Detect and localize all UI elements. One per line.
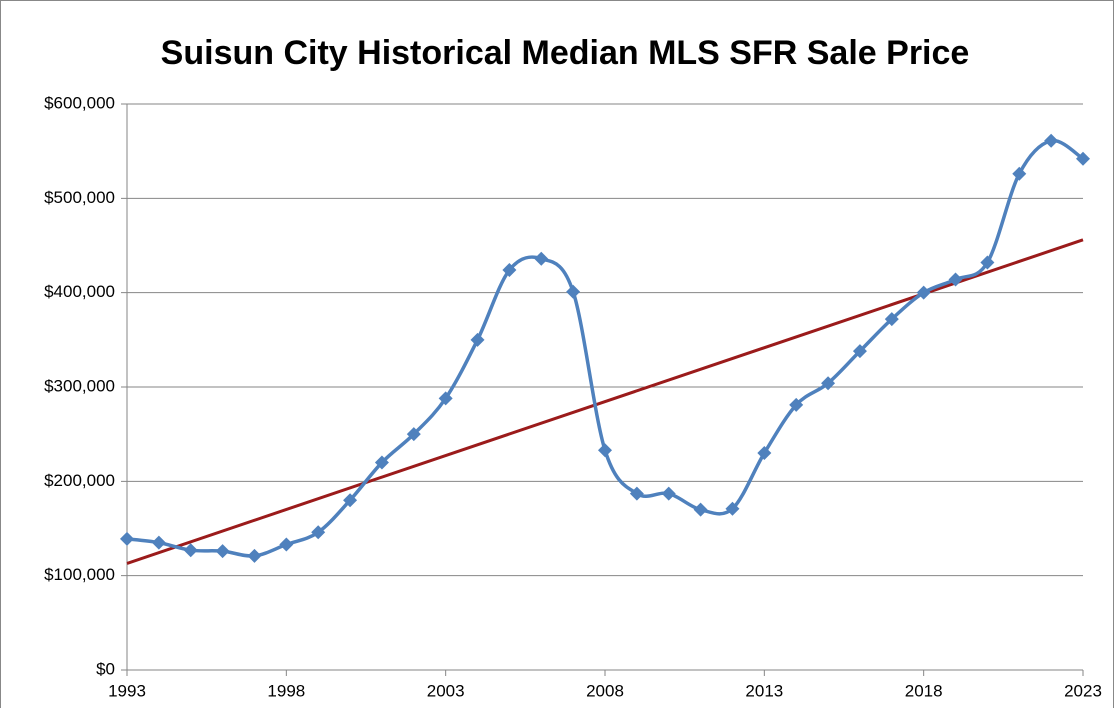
y-tick-label: $300,000 (44, 376, 115, 395)
marker (852, 344, 867, 359)
marker (215, 544, 230, 559)
marker (980, 255, 995, 270)
y-tick-label: $600,000 (44, 93, 115, 112)
marker (438, 391, 453, 406)
x-tick-label: 1993 (108, 681, 146, 700)
marker (406, 427, 421, 442)
x-tick-label: 2003 (427, 681, 465, 700)
y-tick-label: $0 (96, 659, 115, 678)
marker (374, 455, 389, 470)
marker (534, 251, 549, 266)
marker (502, 263, 517, 278)
marker (1076, 151, 1090, 166)
marker (757, 446, 772, 461)
marker (821, 376, 836, 391)
marker (470, 332, 485, 347)
marker (916, 285, 931, 300)
marker (343, 493, 358, 508)
y-tick-label: $400,000 (44, 282, 115, 301)
marker (1012, 166, 1027, 181)
x-tick-label: 2023 (1064, 681, 1102, 700)
marker (661, 486, 676, 501)
marker (725, 501, 740, 516)
y-tick-label: $200,000 (44, 471, 115, 490)
x-tick-label: 1998 (267, 681, 305, 700)
x-tick-label: 2013 (745, 681, 783, 700)
marker (693, 502, 708, 517)
marker (948, 272, 963, 287)
marker (1044, 133, 1059, 148)
x-tick-label: 2018 (905, 681, 943, 700)
marker (789, 397, 804, 412)
marker (629, 486, 644, 501)
marker (311, 525, 326, 540)
y-tick-label: $100,000 (44, 565, 115, 584)
marker (247, 548, 262, 563)
marker (120, 531, 134, 546)
marker (566, 284, 581, 299)
marker (279, 537, 294, 552)
marker (183, 543, 198, 558)
marker (884, 312, 899, 327)
x-tick-label: 2008 (586, 681, 624, 700)
marker (598, 443, 612, 458)
chart-title: Suisun City Historical Median MLS SFR Sa… (161, 34, 970, 72)
marker (151, 535, 166, 550)
y-tick-label: $500,000 (44, 188, 115, 207)
